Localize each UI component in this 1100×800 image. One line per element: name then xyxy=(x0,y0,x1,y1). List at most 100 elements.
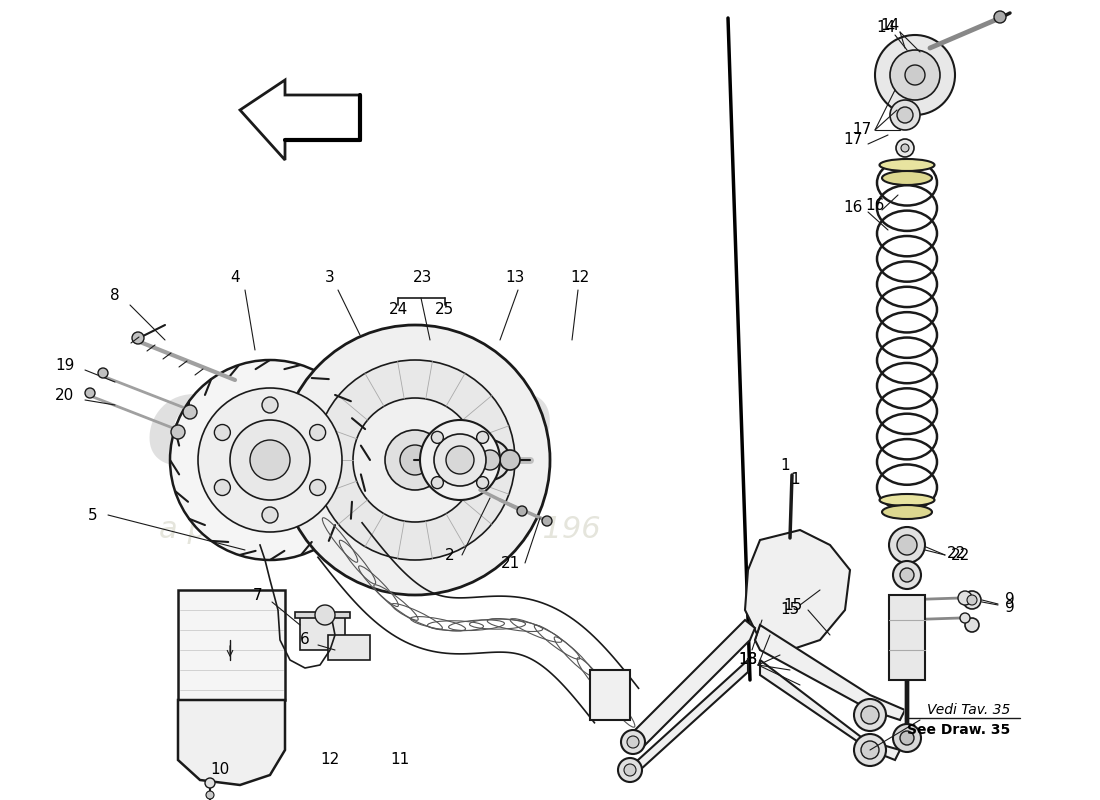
Circle shape xyxy=(431,477,443,489)
Text: 16: 16 xyxy=(866,198,884,213)
Circle shape xyxy=(250,440,290,480)
Circle shape xyxy=(517,506,527,516)
Text: 22: 22 xyxy=(950,547,969,562)
Text: 10: 10 xyxy=(210,762,230,778)
Circle shape xyxy=(893,561,921,589)
Circle shape xyxy=(890,50,940,100)
Text: 17: 17 xyxy=(844,133,862,147)
Circle shape xyxy=(965,618,979,632)
Text: 4: 4 xyxy=(230,270,240,286)
Circle shape xyxy=(446,446,474,474)
Text: Vedi Tav. 35: Vedi Tav. 35 xyxy=(926,703,1010,717)
Ellipse shape xyxy=(880,159,935,171)
Circle shape xyxy=(854,734,886,766)
Text: 15: 15 xyxy=(780,602,800,618)
Circle shape xyxy=(214,425,230,441)
Text: 12: 12 xyxy=(320,753,340,767)
Polygon shape xyxy=(630,620,755,750)
Text: 8: 8 xyxy=(110,287,120,302)
Polygon shape xyxy=(590,670,630,720)
Circle shape xyxy=(890,100,920,130)
Text: 9: 9 xyxy=(1005,601,1015,615)
Text: 22: 22 xyxy=(947,546,967,561)
Circle shape xyxy=(353,398,477,522)
Polygon shape xyxy=(178,700,285,785)
Text: 5: 5 xyxy=(88,507,98,522)
Polygon shape xyxy=(889,595,925,680)
Circle shape xyxy=(861,706,879,724)
Circle shape xyxy=(206,791,214,799)
Text: 11: 11 xyxy=(390,753,409,767)
Circle shape xyxy=(854,699,886,731)
Circle shape xyxy=(994,11,1006,23)
Polygon shape xyxy=(755,625,905,720)
Circle shape xyxy=(893,724,921,752)
Text: europ: europ xyxy=(144,370,556,490)
Text: 3: 3 xyxy=(326,270,334,286)
Text: 15: 15 xyxy=(783,598,803,613)
Polygon shape xyxy=(625,658,748,775)
Text: 19: 19 xyxy=(55,358,75,373)
Circle shape xyxy=(230,420,310,500)
Circle shape xyxy=(967,595,977,605)
Text: 1: 1 xyxy=(790,473,800,487)
Circle shape xyxy=(470,440,510,480)
Circle shape xyxy=(434,434,486,486)
Text: 25: 25 xyxy=(436,302,454,318)
Circle shape xyxy=(315,360,515,560)
Text: 7: 7 xyxy=(253,587,263,602)
Circle shape xyxy=(315,605,336,625)
Circle shape xyxy=(132,332,144,344)
Circle shape xyxy=(400,445,430,475)
Text: 18: 18 xyxy=(738,653,758,667)
Text: 16: 16 xyxy=(844,201,862,215)
Circle shape xyxy=(385,430,446,490)
Polygon shape xyxy=(178,590,285,700)
Text: 18: 18 xyxy=(738,653,758,667)
Text: 21: 21 xyxy=(500,555,519,570)
Circle shape xyxy=(262,507,278,523)
Ellipse shape xyxy=(882,505,932,519)
Circle shape xyxy=(896,107,913,123)
Circle shape xyxy=(262,397,278,413)
Circle shape xyxy=(309,479,326,495)
Ellipse shape xyxy=(882,171,932,185)
Circle shape xyxy=(420,420,500,500)
Circle shape xyxy=(896,139,914,157)
Circle shape xyxy=(280,325,550,595)
Circle shape xyxy=(618,758,642,782)
Circle shape xyxy=(500,450,520,470)
Circle shape xyxy=(900,731,914,745)
Polygon shape xyxy=(295,612,350,618)
Circle shape xyxy=(861,741,879,759)
Circle shape xyxy=(905,65,925,85)
Text: 1: 1 xyxy=(780,458,790,473)
Text: 14: 14 xyxy=(880,18,900,33)
Circle shape xyxy=(960,613,970,623)
Circle shape xyxy=(85,388,95,398)
Circle shape xyxy=(627,736,639,748)
Circle shape xyxy=(183,405,197,419)
Circle shape xyxy=(205,778,214,788)
Text: a passion for parts since 196: a passion for parts since 196 xyxy=(160,515,601,545)
Text: 2: 2 xyxy=(446,547,454,562)
Ellipse shape xyxy=(880,494,935,506)
Polygon shape xyxy=(745,530,850,650)
Circle shape xyxy=(214,479,230,495)
Circle shape xyxy=(476,477,488,489)
Text: 23: 23 xyxy=(414,270,432,286)
Circle shape xyxy=(896,535,917,555)
Text: 13: 13 xyxy=(505,270,525,286)
Circle shape xyxy=(889,527,925,563)
Circle shape xyxy=(309,425,326,441)
Text: 9: 9 xyxy=(1005,593,1015,607)
Text: 20: 20 xyxy=(55,387,75,402)
Text: 6: 6 xyxy=(300,633,310,647)
Text: 14: 14 xyxy=(877,21,895,35)
Circle shape xyxy=(198,388,342,532)
Circle shape xyxy=(624,764,636,776)
Text: 12: 12 xyxy=(571,270,590,286)
Text: 17: 17 xyxy=(852,122,871,138)
Circle shape xyxy=(901,144,909,152)
Text: 24: 24 xyxy=(388,302,408,318)
